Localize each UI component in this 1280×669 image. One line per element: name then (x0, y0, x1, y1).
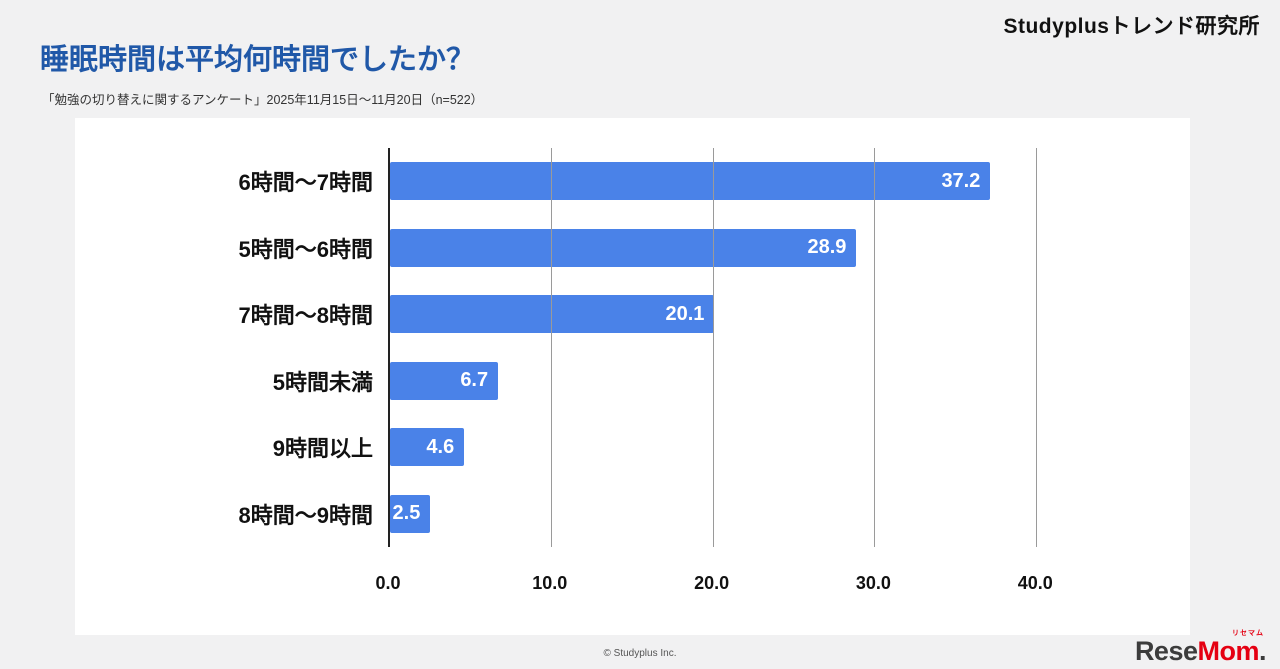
x-tick-label: 30.0 (855, 573, 891, 593)
brand-logo-text: Studyplusトレンド研究所 (1003, 15, 1260, 38)
bar-value-label: 6.7 (460, 369, 489, 392)
chart-row: 2.5 (390, 494, 1155, 533)
category-labels: 6時間〜7時間 5時間〜6時間 7時間〜8時間 5時間未満 9時間以上 8時間〜9時間 (75, 148, 387, 547)
bar-value-label: 2.5 (392, 502, 421, 525)
resemom-logo: リセマム ReseMom. (1134, 630, 1267, 666)
category-label: 6時間〜7時間 (238, 170, 373, 196)
bar: 6.7 (390, 361, 499, 400)
plot-area: 37.2 28.9 20.1 6.7 4.6 2.5 (388, 148, 1155, 547)
bar: 2.5 (390, 494, 431, 533)
gridline (712, 148, 714, 547)
bar-value-label: 37.2 (941, 169, 981, 192)
chart-row: 6.7 (390, 361, 1155, 400)
category-label: 8時間〜9時間 (238, 502, 373, 528)
bar: 37.2 (390, 162, 991, 201)
resemom-logo-part1: Rese (1134, 636, 1198, 666)
chart-row: 37.2 (390, 162, 1155, 201)
bar-value-label: 4.6 (426, 435, 455, 458)
resemom-logo-part2: Mom (1197, 636, 1259, 666)
chart-card: 6時間〜7時間 5時間〜6時間 7時間〜8時間 5時間未満 9時間以上 8時間〜9時間 3… (75, 118, 1190, 635)
gridline (1035, 148, 1037, 547)
category-label: 7時間〜8時間 (238, 303, 373, 329)
category-label: 9時間以上 (272, 436, 373, 462)
bar: 28.9 (390, 228, 857, 267)
x-axis: 0.0 10.0 20.0 30.0 40.0 (375, 565, 1155, 595)
chart-row: 28.9 (390, 228, 1155, 267)
footer-copyright: © Studyplus Inc. (603, 648, 677, 659)
bar-chart: 6時間〜7時間 5時間〜6時間 7時間〜8時間 5時間未満 9時間以上 8時間〜9時間 3… (75, 118, 1190, 635)
x-tick-label: 40.0 (1017, 573, 1053, 593)
chart-row: 20.1 (390, 295, 1155, 334)
x-tick-label: 0.0 (375, 573, 401, 593)
resemom-ruby-text: リセマム (1232, 630, 1264, 637)
survey-subtitle: 「勉強の切り替えに関するアンケート」2025年11月15日〜11月20日（n=5… (42, 93, 484, 107)
gridline (874, 148, 876, 547)
bar-value-label: 20.1 (665, 302, 705, 325)
chart-row: 4.6 (390, 428, 1155, 467)
bar: 4.6 (390, 428, 465, 467)
resemom-logo-dot: . (1258, 636, 1267, 666)
category-label: 5時間〜6時間 (238, 236, 373, 262)
gridline (551, 148, 553, 547)
bar-rows: 37.2 28.9 20.1 6.7 4.6 2.5 (390, 148, 1155, 547)
page-title: 睡眠時間は平均何時間でしたか？ (40, 44, 476, 76)
category-label: 5時間未満 (272, 369, 373, 395)
x-tick-label: 10.0 (532, 573, 568, 593)
x-tick-label: 20.0 (694, 573, 730, 593)
bar-value-label: 28.9 (807, 236, 847, 259)
